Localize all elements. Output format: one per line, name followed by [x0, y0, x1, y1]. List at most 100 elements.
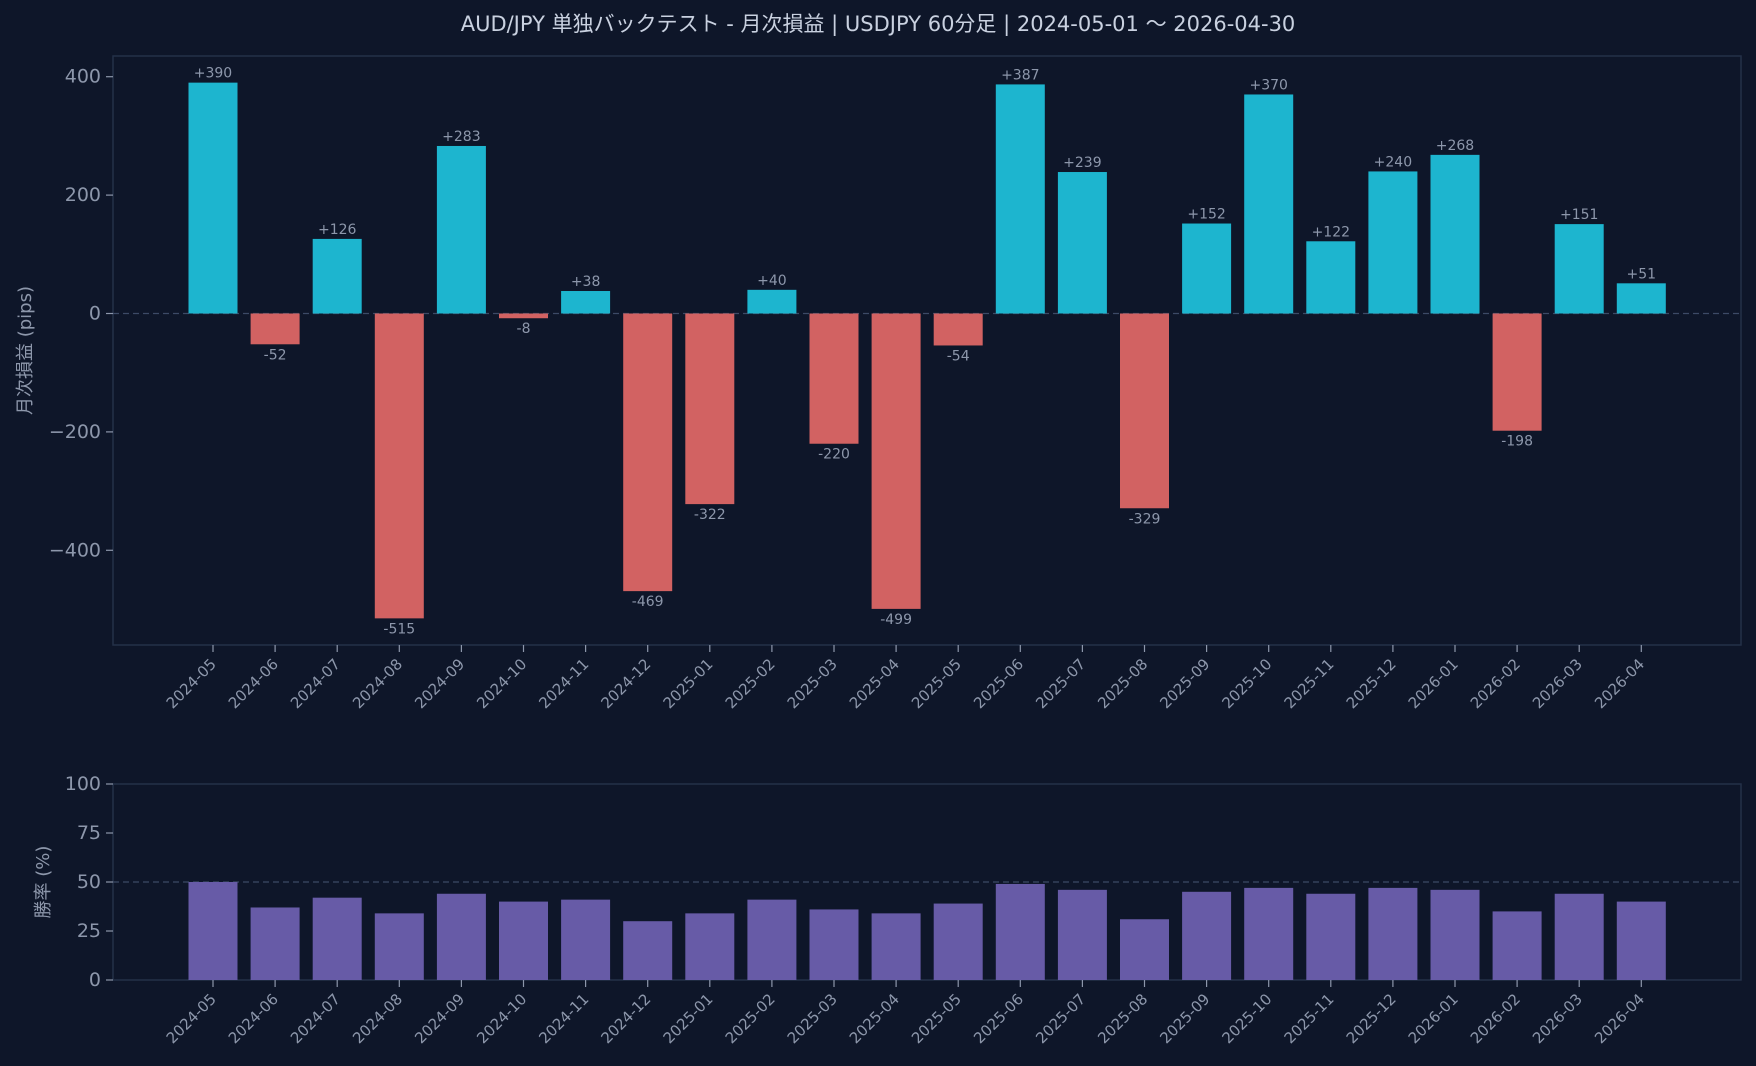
winrate-xtick-label: 2025-01 [660, 990, 717, 1047]
pnl-bar [499, 313, 548, 319]
winrate-bar [1182, 891, 1232, 980]
pnl-data-label: -515 [383, 621, 415, 637]
winrate-bar [1554, 893, 1604, 980]
winrate-bar [1492, 911, 1542, 980]
winrate-xtick-label: 2024-10 [473, 990, 530, 1047]
pnl-xtick-label: 2025-05 [908, 655, 965, 712]
winrate-bar [1430, 889, 1480, 980]
pnl-bar [1306, 241, 1356, 314]
pnl-xtick-label: 2025-10 [1218, 655, 1275, 712]
pnl-data-label: -329 [1129, 511, 1161, 527]
pnl-xtick-label: 2025-04 [846, 655, 903, 712]
pnl-data-label: +239 [1063, 155, 1101, 171]
pnl-xtick-label: 2024-12 [597, 655, 654, 712]
pnl-data-label: +268 [1436, 138, 1474, 154]
pnl-panel: 400 200 0 −200 −400 月次損益 (pips) +390 2024-05 -52… [15, 55, 1742, 712]
winrate-ytick-label: 25 [77, 920, 101, 942]
pnl-xtick-label: 2025-11 [1281, 655, 1338, 712]
pnl-data-label: +370 [1249, 77, 1287, 93]
winrate-bar [995, 883, 1045, 980]
pnl-data-label: +40 [757, 273, 787, 289]
winrate-xtick-label: 2025-03 [784, 990, 841, 1047]
winrate-xtick-label: 2024-11 [535, 990, 592, 1047]
pnl-xtick-label: 2025-06 [970, 655, 1027, 712]
pnl-bar [1554, 224, 1604, 314]
pnl-xtick-label: 2026-04 [1591, 655, 1648, 712]
pnl-xtick-label: 2024-05 [163, 655, 220, 712]
pnl-data-label: -54 [947, 348, 970, 364]
pnl-bar [747, 289, 797, 314]
winrate-xtick-label: 2025-09 [1156, 990, 1213, 1047]
pnl-data-label: -8 [517, 321, 531, 337]
winrate-bar [1057, 889, 1107, 980]
pnl-data-label: -469 [632, 594, 664, 610]
winrate-bar [623, 921, 673, 980]
pnl-xtick-label: 2025-12 [1343, 655, 1400, 712]
winrate-bar [561, 899, 611, 980]
pnl-bar [1492, 313, 1542, 431]
winrate-xtick-label: 2025-05 [908, 990, 965, 1047]
pnl-xtick-label: 2025-01 [660, 655, 717, 712]
winrate-xtick-label: 2026-04 [1591, 990, 1648, 1047]
winrate-bar [809, 909, 859, 980]
pnl-xtick-label: 2024-10 [473, 655, 530, 712]
winrate-bar [685, 913, 735, 980]
pnl-bar [250, 313, 300, 345]
winrate-xtick-label: 2025-10 [1218, 990, 1275, 1047]
winrate-bar [1120, 919, 1169, 980]
winrate-ytick-label: 75 [77, 822, 101, 844]
winrate-bar [374, 913, 424, 980]
pnl-bar [1616, 283, 1666, 314]
winrate-xtick-label: 2024-06 [225, 990, 282, 1047]
pnl-bar [1120, 313, 1169, 509]
pnl-ytick-label: −400 [49, 539, 101, 561]
pnl-data-label: -322 [694, 507, 726, 523]
pnl-xtick-label: 2025-03 [784, 655, 841, 712]
winrate-bar [499, 901, 548, 980]
winrate-xtick-label: 2025-12 [1343, 990, 1400, 1047]
pnl-bar [1368, 171, 1418, 314]
pnl-xtick-label: 2025-09 [1156, 655, 1213, 712]
pnl-xtick-label: 2025-08 [1094, 655, 1151, 712]
pnl-data-label: +283 [442, 129, 480, 145]
pnl-xtick-label: 2024-11 [535, 655, 592, 712]
pnl-bar [312, 238, 362, 314]
winrate-bar [747, 899, 797, 980]
pnl-ytick-label: 400 [65, 66, 101, 88]
winrate-xtick-label: 2024-05 [163, 990, 220, 1047]
pnl-bar [374, 313, 424, 619]
pnl-xtick-label: 2026-01 [1405, 655, 1462, 712]
winrate-bar [188, 882, 238, 980]
winrate-xtick-label: 2025-06 [970, 990, 1027, 1047]
pnl-data-label: -198 [1501, 434, 1533, 450]
winrate-xtick-label: 2024-07 [287, 990, 344, 1047]
winrate-ytick-label: 0 [89, 969, 101, 991]
winrate-bar [1244, 887, 1294, 980]
pnl-xtick-label: 2024-06 [225, 655, 282, 712]
winrate-ytick-label: 100 [65, 773, 101, 795]
pnl-xtick-label: 2024-09 [411, 655, 468, 712]
pnl-bar [1182, 223, 1232, 314]
pnl-data-label: +240 [1374, 154, 1412, 170]
winrate-xtick-label: 2025-11 [1281, 990, 1338, 1047]
pnl-bar [995, 84, 1045, 314]
pnl-data-label: +122 [1312, 224, 1350, 240]
pnl-xtick-label: 2025-02 [722, 655, 779, 712]
pnl-xtick-label: 2024-07 [287, 655, 344, 712]
winrate-xtick-label: 2026-02 [1467, 990, 1524, 1047]
winrate-bar [250, 907, 300, 980]
pnl-bar [1057, 172, 1107, 314]
winrate-xtick-label: 2025-02 [722, 990, 779, 1047]
pnl-axes-frame [112, 55, 1742, 646]
winrate-xtick-label: 2025-07 [1032, 990, 1089, 1047]
winrate-ylabel: 勝率 (%) [33, 846, 54, 919]
pnl-data-label: +387 [1001, 67, 1039, 83]
pnl-ytick-label: 200 [65, 184, 101, 206]
pnl-bar [623, 313, 673, 592]
winrate-bar [1616, 901, 1666, 980]
pnl-bar [685, 313, 735, 505]
pnl-xtick-label: 2024-08 [349, 655, 406, 712]
pnl-bar [1430, 154, 1480, 314]
